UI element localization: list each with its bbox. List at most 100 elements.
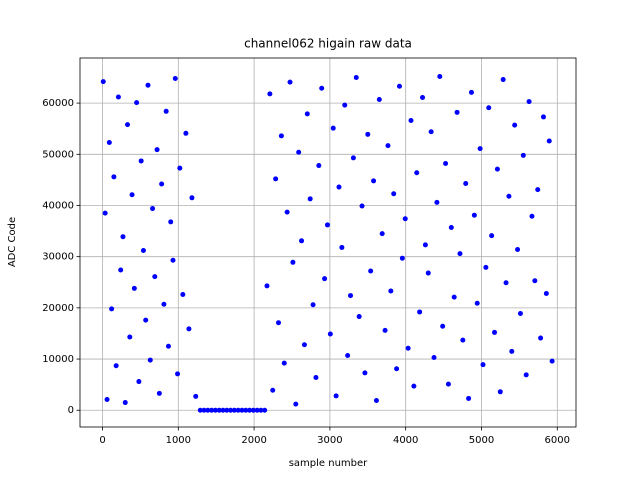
point bbox=[276, 320, 282, 326]
point bbox=[228, 407, 234, 413]
x-axis-label: sample number bbox=[289, 458, 368, 469]
point bbox=[299, 238, 305, 244]
point bbox=[134, 100, 140, 106]
point bbox=[529, 213, 535, 219]
y-tick-label: 60000 bbox=[42, 98, 74, 109]
y-tick-label: 20000 bbox=[42, 303, 74, 314]
point bbox=[168, 219, 174, 225]
point bbox=[258, 407, 264, 413]
point bbox=[362, 370, 368, 376]
point bbox=[307, 196, 313, 202]
point bbox=[454, 109, 460, 115]
point bbox=[145, 82, 151, 88]
point bbox=[224, 407, 230, 413]
point bbox=[489, 233, 495, 239]
point bbox=[281, 360, 287, 366]
point bbox=[118, 267, 124, 273]
grid-layer bbox=[80, 58, 576, 427]
point bbox=[494, 166, 500, 172]
chart-title: channel062 higain raw data bbox=[244, 37, 412, 51]
point bbox=[161, 301, 167, 307]
point bbox=[296, 149, 302, 155]
point bbox=[284, 209, 290, 215]
y-tick-label: 40000 bbox=[42, 200, 74, 211]
point bbox=[239, 407, 245, 413]
point bbox=[373, 398, 379, 404]
point bbox=[549, 358, 555, 364]
point bbox=[159, 181, 165, 187]
point bbox=[512, 122, 518, 128]
point bbox=[391, 191, 397, 197]
point bbox=[517, 310, 523, 316]
point bbox=[538, 335, 544, 341]
point bbox=[163, 108, 169, 114]
points bbox=[100, 73, 555, 413]
point bbox=[535, 187, 541, 193]
point bbox=[165, 343, 171, 349]
point bbox=[431, 355, 437, 361]
point bbox=[220, 407, 226, 413]
x-tick-label: 6000 bbox=[545, 435, 570, 446]
point bbox=[247, 407, 253, 413]
point bbox=[422, 242, 428, 248]
point bbox=[115, 94, 121, 100]
point bbox=[313, 374, 319, 380]
point bbox=[102, 210, 108, 216]
point bbox=[420, 94, 426, 100]
point bbox=[264, 283, 270, 289]
point bbox=[175, 371, 181, 377]
point bbox=[543, 291, 549, 297]
point bbox=[186, 326, 192, 332]
point bbox=[254, 407, 260, 413]
point bbox=[532, 278, 538, 284]
point bbox=[388, 288, 394, 294]
point bbox=[127, 334, 133, 340]
point bbox=[330, 125, 336, 131]
point bbox=[327, 331, 333, 337]
x-tick-label: 4000 bbox=[393, 435, 418, 446]
point bbox=[209, 407, 215, 413]
point bbox=[122, 400, 128, 406]
point bbox=[287, 79, 293, 85]
point bbox=[497, 389, 503, 395]
point bbox=[205, 407, 211, 413]
x-tick-label: 2000 bbox=[241, 435, 266, 446]
x-tick-label: 3000 bbox=[317, 435, 342, 446]
point bbox=[131, 285, 137, 291]
point bbox=[273, 176, 279, 182]
point bbox=[304, 111, 310, 117]
point bbox=[503, 280, 509, 286]
point bbox=[500, 77, 506, 83]
point bbox=[451, 294, 457, 300]
x-tick-label: 0 bbox=[99, 435, 105, 446]
point bbox=[523, 372, 529, 378]
point bbox=[111, 174, 117, 180]
point bbox=[365, 131, 371, 137]
y-tick-label: 10000 bbox=[42, 354, 74, 365]
point bbox=[322, 276, 328, 282]
point bbox=[414, 170, 420, 176]
point bbox=[177, 165, 183, 171]
point bbox=[293, 401, 299, 407]
point bbox=[342, 102, 348, 108]
point bbox=[428, 129, 434, 135]
point bbox=[301, 342, 307, 348]
point bbox=[147, 357, 153, 363]
point bbox=[106, 140, 112, 146]
point bbox=[546, 138, 552, 144]
point bbox=[216, 407, 222, 413]
point bbox=[152, 274, 158, 280]
y-tick-label: 50000 bbox=[42, 149, 74, 160]
point bbox=[333, 393, 339, 399]
point bbox=[445, 381, 451, 387]
point bbox=[520, 152, 526, 158]
point bbox=[457, 251, 463, 257]
y-axis-label: ADC Code bbox=[7, 217, 18, 267]
point bbox=[379, 231, 385, 237]
point bbox=[113, 363, 119, 369]
point bbox=[417, 309, 423, 315]
point bbox=[408, 118, 414, 124]
plot-frame bbox=[79, 57, 577, 428]
point bbox=[183, 130, 189, 136]
point bbox=[437, 73, 443, 79]
